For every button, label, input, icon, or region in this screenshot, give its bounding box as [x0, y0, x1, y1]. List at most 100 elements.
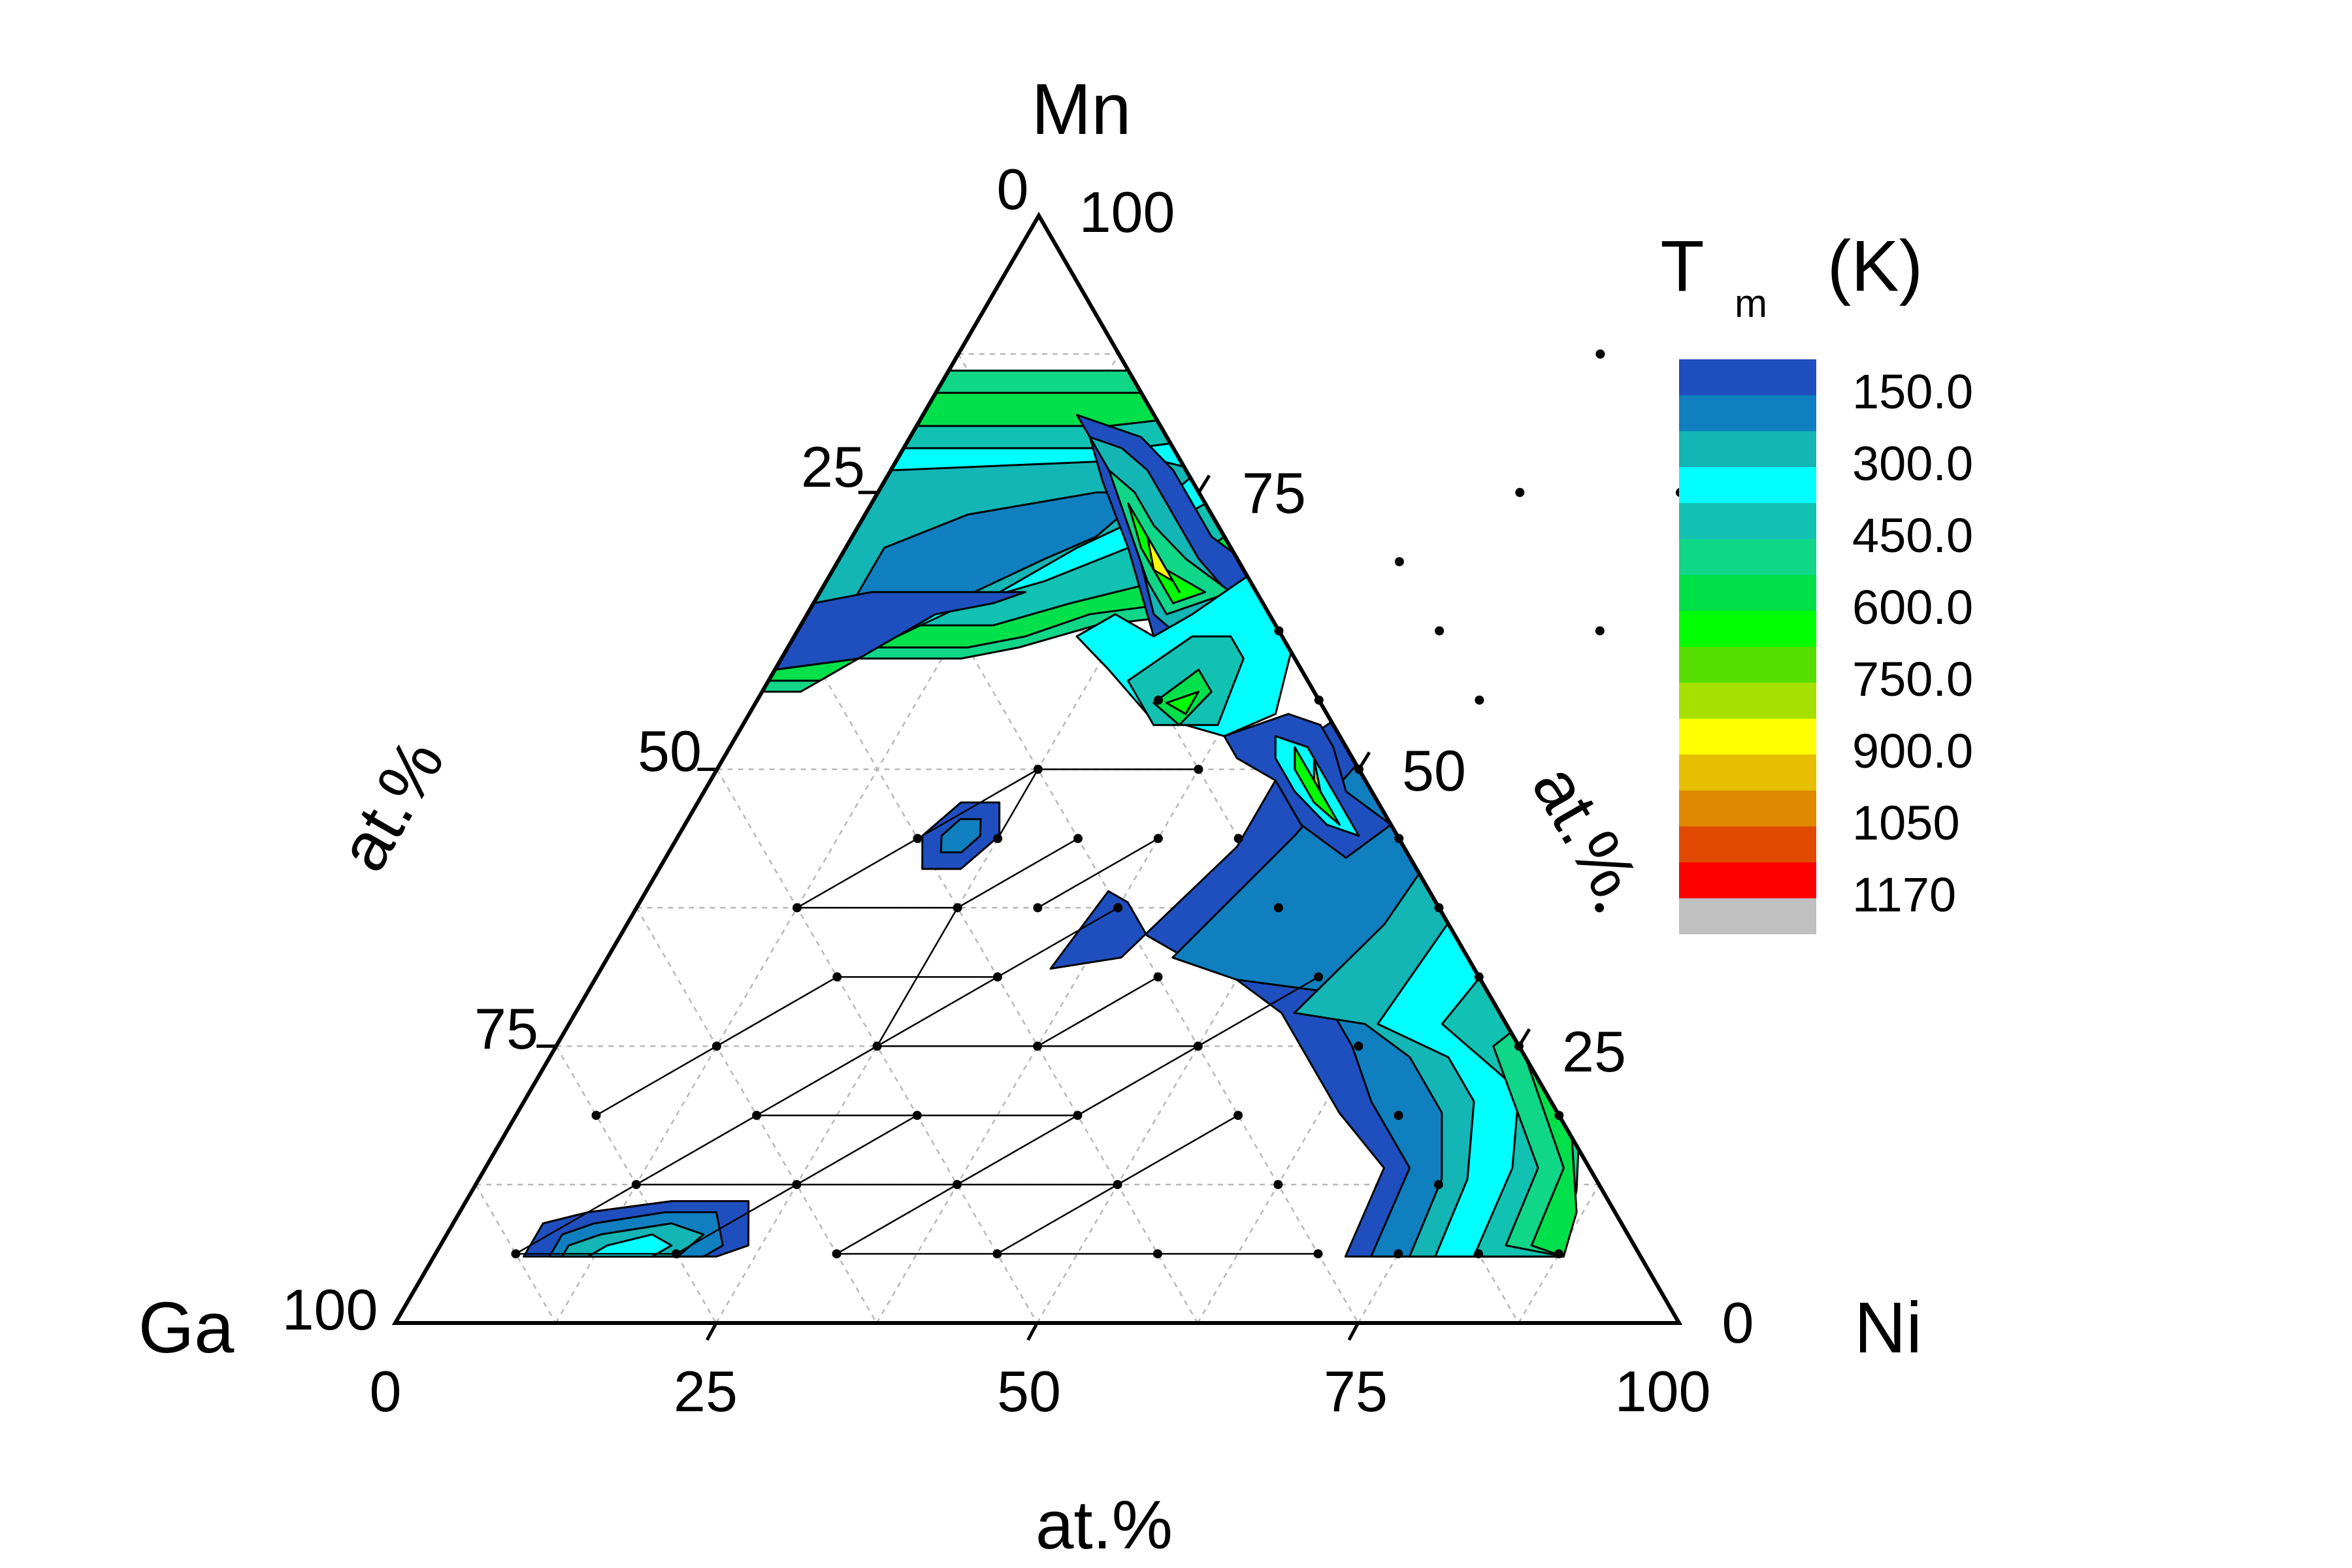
- data-point: [953, 1180, 962, 1190]
- data-point: [1153, 834, 1163, 843]
- data-point: [1313, 1249, 1323, 1259]
- tick-mark: [1347, 1322, 1360, 1341]
- colorbar-title-main: T: [1660, 226, 1704, 306]
- colorbar-swatches: [1679, 359, 1816, 934]
- tie-line: [997, 768, 1039, 840]
- data-point: [1113, 1180, 1122, 1190]
- colorbar-label: 900.0: [1852, 724, 1973, 778]
- tie-line: [1037, 976, 1159, 1047]
- data-point: [672, 1249, 681, 1259]
- colorbar-swatch: [1679, 467, 1816, 503]
- tie-line: [716, 976, 838, 1047]
- data-point: [1554, 1249, 1563, 1259]
- data-point: [913, 834, 923, 843]
- tick-mark: [706, 1322, 718, 1341]
- data-point: [752, 1111, 762, 1120]
- data-point: [1354, 1041, 1364, 1051]
- data-point: [992, 972, 1002, 982]
- colorbar-label: 1050: [1852, 796, 1960, 850]
- colorbar-swatch: [1679, 359, 1816, 395]
- data-point: [1595, 903, 1605, 913]
- left-tick-0: 0: [997, 157, 1029, 221]
- left-tick-75: 75: [474, 996, 538, 1061]
- right-tick-25: 25: [1562, 1019, 1626, 1084]
- data-point: [912, 1111, 922, 1120]
- axis-title-left: at.%: [324, 727, 459, 883]
- data-point: [1394, 1249, 1403, 1259]
- axis-ticks: [536, 474, 1531, 1341]
- left-tick-100: 100: [282, 1277, 378, 1342]
- contour-band: [774, 591, 1026, 671]
- data-point: [1073, 834, 1083, 843]
- tie-line: [756, 1045, 878, 1117]
- right-tick-0: 0: [1722, 1290, 1754, 1355]
- data-point: [1033, 903, 1043, 913]
- bottom-tick-0: 0: [370, 1359, 402, 1424]
- data-point: [1394, 1111, 1403, 1120]
- colorbar-swatch: [1679, 755, 1816, 791]
- colorbar-swatch: [1679, 611, 1816, 647]
- axis-title-bottom: at.%: [1036, 1487, 1173, 1563]
- right-tick-75: 75: [1242, 461, 1306, 525]
- data-point: [1273, 903, 1283, 913]
- data-point: [993, 834, 1003, 843]
- colorbar-label: 750.0: [1852, 652, 1973, 706]
- bottom-tick-25: 25: [674, 1359, 738, 1424]
- bottom-tick-75: 75: [1324, 1359, 1388, 1424]
- colorbar-label: 300.0: [1852, 436, 1973, 491]
- bottom-tick-100: 100: [1615, 1359, 1711, 1424]
- colorbar-swatch: [1679, 395, 1816, 431]
- data-point: [1394, 557, 1404, 566]
- data-point: [1474, 1249, 1484, 1259]
- tie-line: [676, 1184, 797, 1255]
- tie-line: [1037, 838, 1159, 909]
- vertex-label-ga: Ga: [139, 1288, 235, 1368]
- data-point: [711, 1041, 721, 1051]
- data-point: [1475, 695, 1484, 705]
- colorbar-swatch: [1679, 503, 1816, 539]
- tie-line: [996, 1184, 1119, 1255]
- colorbar-swatch: [1679, 431, 1816, 467]
- tie-line: [836, 1184, 958, 1255]
- colorbar-swatch: [1679, 575, 1816, 611]
- tie-line: [515, 1184, 637, 1255]
- data-point: [511, 1249, 521, 1259]
- colorbar-swatch: [1679, 539, 1816, 575]
- colorbar-label: 600.0: [1852, 580, 1973, 634]
- data-point: [1073, 1111, 1083, 1120]
- data-point: [1153, 972, 1163, 982]
- data-point: [631, 1180, 641, 1190]
- colorbar-swatch: [1679, 826, 1816, 862]
- axis-title-right: at.%: [1518, 753, 1652, 909]
- tie-line: [876, 976, 998, 1047]
- tie-line: [917, 768, 1039, 840]
- colorbar-swatch: [1679, 683, 1816, 719]
- vertex-label-mn: Mn: [1032, 69, 1132, 150]
- data-points: [511, 349, 1685, 1259]
- colorbar: T m (K) 150.0 300.0 450.0 600.0 750.0 900.0 10…: [1660, 226, 1973, 934]
- colorbar-swatch: [1679, 862, 1816, 898]
- data-point: [1113, 903, 1123, 913]
- data-point: [1152, 1249, 1162, 1259]
- vertex-label-ni: Ni: [1854, 1288, 1922, 1368]
- contour-band: [1313, 757, 1328, 804]
- data-point: [872, 1041, 882, 1051]
- colorbar-label: 1170: [1852, 868, 1956, 922]
- tie-line: [1077, 1045, 1199, 1117]
- data-point: [1154, 695, 1164, 705]
- tie-line: [956, 1115, 1078, 1186]
- colorbar-labels: 150.0 300.0 450.0 600.0 750.0 900.0 1050 1170: [1852, 365, 1973, 922]
- colorbar-swatch: [1679, 898, 1816, 934]
- data-point: [1033, 764, 1043, 774]
- data-point: [1194, 764, 1203, 774]
- tie-line: [876, 907, 958, 1047]
- data-point: [1595, 349, 1605, 359]
- data-point: [1515, 487, 1525, 497]
- tick-mark: [1517, 1028, 1531, 1047]
- data-point: [953, 903, 962, 913]
- right-tick-50: 50: [1402, 738, 1466, 803]
- right-tick-100: 100: [1079, 180, 1175, 244]
- tie-line: [1117, 1115, 1239, 1186]
- data-point: [1314, 972, 1324, 982]
